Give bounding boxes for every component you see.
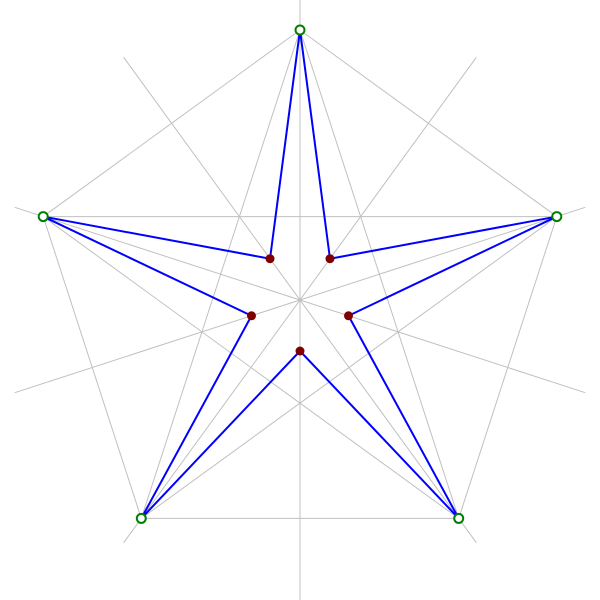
star-line	[269, 29, 301, 259]
star-line	[347, 315, 460, 519]
construction-line	[299, 29, 460, 519]
inner-point	[295, 346, 305, 356]
outer-vertex	[37, 211, 49, 223]
outer-vertex	[135, 512, 147, 524]
construction-line	[42, 216, 142, 519]
star-line	[140, 350, 301, 520]
construction-line	[299, 29, 558, 217]
axis-lines	[14, 0, 586, 600]
star-line	[329, 215, 557, 260]
star-line	[299, 29, 331, 259]
construction-line	[140, 29, 301, 519]
inner-point	[325, 254, 335, 264]
construction-line	[42, 29, 301, 217]
outer-vertices	[37, 24, 563, 524]
inner-points	[246, 254, 354, 356]
star-line	[299, 350, 460, 520]
star-line	[42, 215, 252, 317]
inner-point	[344, 311, 354, 321]
outer-vertex	[551, 211, 563, 223]
inner-point	[265, 254, 275, 264]
outer-vertex	[453, 512, 465, 524]
star-line	[140, 315, 253, 519]
outer-vertex	[294, 24, 306, 36]
inner-point	[246, 311, 256, 321]
construction-line	[141, 216, 558, 519]
star-line	[348, 215, 558, 317]
star-lines	[42, 29, 558, 520]
axis-line	[14, 206, 586, 394]
construction-lines	[42, 29, 558, 519]
star-line	[43, 215, 271, 260]
construction-line	[458, 216, 558, 519]
construction-line	[42, 216, 459, 519]
